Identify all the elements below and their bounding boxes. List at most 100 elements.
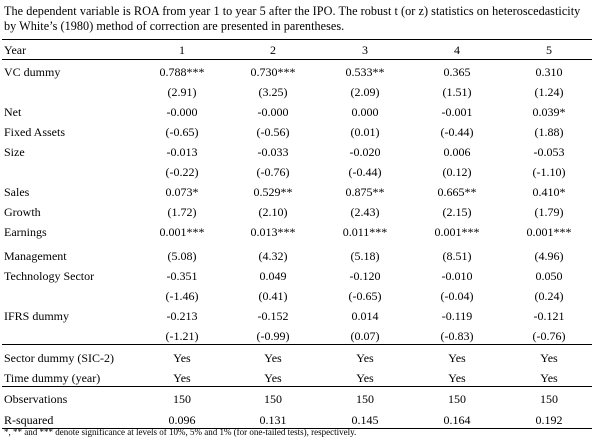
table-cell: 150 bbox=[540, 392, 558, 406]
table-cell: (5.08) bbox=[167, 249, 197, 263]
table-cell: -0.120 bbox=[349, 269, 381, 283]
table-cell: 0.365 bbox=[443, 65, 471, 79]
table-cell: (1.79) bbox=[534, 205, 564, 219]
table-cell: (4.96) bbox=[534, 249, 564, 263]
header-col-3: 3 bbox=[362, 43, 368, 57]
table-cell: 0.050 bbox=[535, 269, 563, 283]
table-cell: (-0.44) bbox=[440, 125, 474, 139]
table-cell: 0.310 bbox=[535, 65, 563, 79]
row-label: Time dummy (year) bbox=[4, 371, 101, 385]
table-cell: (4.32) bbox=[258, 249, 288, 263]
row-label: Size bbox=[4, 145, 25, 159]
table-cell: (-1.21) bbox=[165, 329, 199, 343]
table-cell: 0.001*** bbox=[434, 225, 480, 239]
table-cell: 0.049 bbox=[259, 269, 287, 283]
table-row: Observations 150 150 150 150 150 bbox=[0, 389, 595, 409]
table-cell: (-0.83) bbox=[440, 329, 474, 343]
table-cell: -0.152 bbox=[257, 309, 289, 323]
header-col-1: 1 bbox=[179, 43, 185, 57]
table-cell: Yes bbox=[264, 371, 282, 385]
top-rule bbox=[2, 39, 592, 40]
table-cell: -0.010 bbox=[441, 269, 473, 283]
table-cell: -0.213 bbox=[166, 309, 198, 323]
table-cell: Yes bbox=[264, 351, 282, 365]
header-rule bbox=[2, 59, 592, 60]
table-cell: 0.039* bbox=[532, 105, 566, 119]
table-cell: -0.020 bbox=[349, 145, 381, 159]
row-label: Management bbox=[4, 249, 67, 263]
table-row: Sector dummy (SIC-2) Yes Yes Yes Yes Yes bbox=[0, 348, 595, 368]
table-cell: 0.533** bbox=[345, 65, 385, 79]
table-row: Time dummy (year) Yes Yes Yes Yes Yes bbox=[0, 368, 595, 388]
row-label: Technology Sector bbox=[4, 269, 95, 283]
table-cell: 150 bbox=[356, 392, 374, 406]
table-cell: (0.41) bbox=[258, 289, 288, 303]
table-cell: Yes bbox=[356, 351, 374, 365]
table-cell: Yes bbox=[540, 371, 558, 385]
table-row: Growth (1.72) (2.10) (2.43) (2.15) (1.79) bbox=[0, 202, 595, 222]
table-cell: 0.164 bbox=[443, 413, 471, 427]
row-label: Sector dummy (SIC-2) bbox=[4, 351, 114, 365]
table-cell: 0.011*** bbox=[342, 225, 388, 239]
table-cell: -0.000 bbox=[257, 105, 289, 119]
table-cell: (-1.46) bbox=[165, 289, 199, 303]
row-label: Sales bbox=[4, 185, 30, 199]
table-cell: 150 bbox=[264, 392, 282, 406]
table-cell: Yes bbox=[540, 351, 558, 365]
row-label: Earnings bbox=[4, 225, 47, 239]
table-cell: (-0.65) bbox=[165, 125, 199, 139]
table-row: Sales 0.073* 0.529** 0.875** 0.665** 0.410* bbox=[0, 182, 595, 202]
table-row: Fixed Assets (-0.65) (-0.56) (0.01) (-0.44) (… bbox=[0, 122, 595, 142]
table-row: R-squared 0.096 0.131 0.145 0.164 0.192 bbox=[0, 410, 595, 430]
bottom-rule bbox=[2, 428, 592, 429]
table-cell: 150 bbox=[448, 392, 466, 406]
table-cell: (2.91) bbox=[167, 85, 197, 99]
table-cell: (2.43) bbox=[350, 205, 380, 219]
table-cell: 0.788*** bbox=[159, 65, 205, 79]
table-row: (2.91) (3.25) (2.09) (1.51) (1.24) bbox=[0, 82, 595, 102]
table-cell: 0.875** bbox=[345, 185, 385, 199]
table-row: (-1.46) (0.41) (-0.65) (-0.04) (0.24) bbox=[0, 286, 595, 306]
table-cell: (-0.04) bbox=[440, 289, 474, 303]
table-cell: (0.01) bbox=[350, 125, 380, 139]
table-row: (-1.21) (-0.99) (0.07) (-0.83) (-0.76) bbox=[0, 326, 595, 346]
table-footnote: *, ** and *** denote significance at lev… bbox=[4, 427, 357, 437]
table-cell: (-0.76) bbox=[256, 165, 290, 179]
table-cell: (-0.44) bbox=[348, 165, 382, 179]
table-cell: 0.529** bbox=[253, 185, 293, 199]
row-label: Observations bbox=[4, 392, 68, 406]
section-rule bbox=[2, 386, 592, 387]
table-cell: 0.000 bbox=[351, 105, 379, 119]
table-cell: (3.25) bbox=[258, 85, 288, 99]
table-row: Size -0.013 -0.033 -0.020 0.006 -0.053 bbox=[0, 142, 595, 162]
table-cell: 0.410* bbox=[532, 185, 566, 199]
table-cell: -0.121 bbox=[533, 309, 565, 323]
table-cell: (1.24) bbox=[534, 85, 564, 99]
table-cell: Yes bbox=[173, 351, 191, 365]
row-label: Fixed Assets bbox=[4, 125, 66, 139]
table-cell: 0.001*** bbox=[159, 225, 205, 239]
header-col-2: 2 bbox=[270, 43, 276, 57]
table-cell: Yes bbox=[448, 351, 466, 365]
table-cell: (-1.10) bbox=[532, 165, 566, 179]
table-cell: -0.053 bbox=[533, 145, 565, 159]
table-caption: The dependent variable is ROA from year … bbox=[4, 4, 581, 33]
table-cell: -0.013 bbox=[166, 145, 198, 159]
table-cell: 0.073* bbox=[165, 185, 199, 199]
header-col-5: 5 bbox=[546, 43, 552, 57]
table-cell: -0.000 bbox=[166, 105, 198, 119]
header-row: Year 1 2 3 4 5 bbox=[0, 40, 595, 60]
row-label: IFRS dummy bbox=[4, 309, 70, 323]
table-cell: -0.001 bbox=[441, 105, 473, 119]
table-cell: 0.145 bbox=[351, 413, 379, 427]
row-label: VC dummy bbox=[4, 65, 61, 79]
table-cell: (8.51) bbox=[442, 249, 472, 263]
table-cell: 0.006 bbox=[443, 145, 471, 159]
table-cell: 0.665** bbox=[437, 185, 477, 199]
row-label: R-squared bbox=[4, 413, 54, 427]
row-label: Net bbox=[4, 105, 22, 119]
table-row: Earnings 0.001*** 0.013*** 0.011*** 0.001***… bbox=[0, 222, 595, 242]
table-cell: (0.12) bbox=[442, 165, 472, 179]
table-cell: (2.15) bbox=[442, 205, 472, 219]
